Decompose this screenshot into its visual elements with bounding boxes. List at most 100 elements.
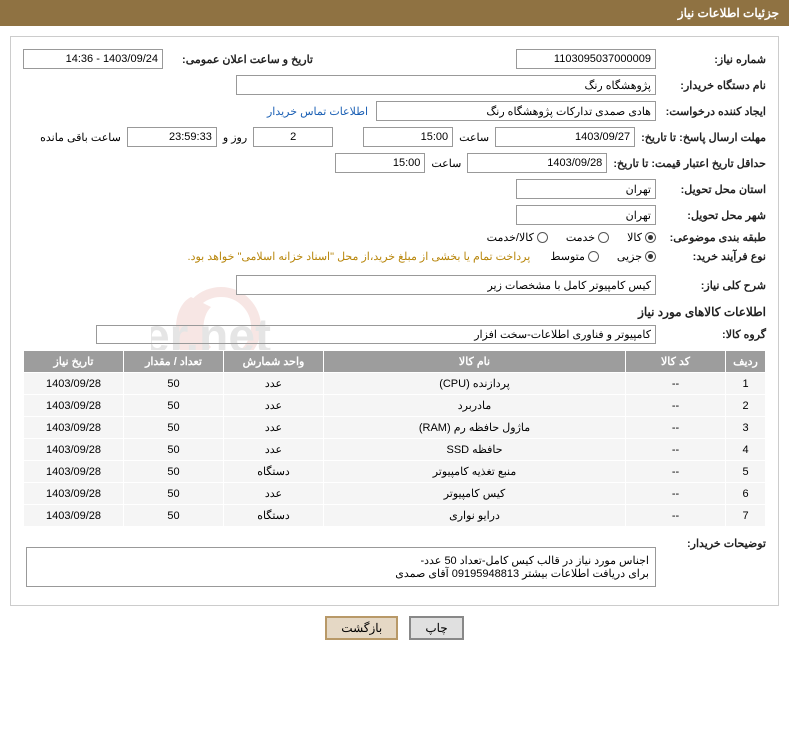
cell-date: 1403/09/28 — [24, 483, 124, 505]
cell-code: -- — [626, 373, 726, 395]
desc-line-1: اجناس مورد نیاز در قالب کیس کامل-تعداد 5… — [33, 554, 649, 567]
table-row: 2--مادربردعدد501403/09/28 — [24, 395, 766, 417]
cell-name: مادربرد — [324, 395, 626, 417]
radio-goods-service[interactable]: کالا/خدمت — [487, 231, 548, 244]
cell-date: 1403/09/28 — [24, 373, 124, 395]
remain-label: ساعت باقی مانده — [40, 131, 121, 144]
requester-field: هادی صمدی تدارکات پژوهشگاه رنگ — [376, 101, 656, 121]
radio-dot-icon — [588, 251, 599, 262]
validity-label: حداقل تاریخ اعتبار قیمت: تا تاریخ: — [607, 157, 766, 170]
time-label-2: ساعت — [431, 157, 461, 170]
cell-row: 7 — [726, 505, 766, 527]
cell-date: 1403/09/28 — [24, 439, 124, 461]
cell-qty: 50 — [124, 395, 224, 417]
print-button[interactable]: چاپ — [409, 616, 463, 640]
radio-service[interactable]: خدمت — [566, 231, 609, 244]
deadline-date-field: 1403/09/27 — [495, 127, 635, 147]
city-label: شهر محل تحویل: — [656, 209, 766, 222]
cell-name: حافظه SSD — [324, 439, 626, 461]
back-button[interactable]: بازگشت — [325, 616, 398, 640]
cell-qty: 50 — [124, 417, 224, 439]
contact-link[interactable]: اطلاعات تماس خریدار — [267, 105, 368, 118]
time-label-1: ساعت — [459, 131, 489, 144]
radio-dot-icon — [537, 232, 548, 243]
cell-name: منبع تغذیه کامپیوتر — [324, 461, 626, 483]
table-row: 3--ماژول حافظه رم (RAM)عدد501403/09/28 — [24, 417, 766, 439]
radio-goods[interactable]: کالا — [627, 231, 656, 244]
table-row: 6--کیس کامپیوترعدد501403/09/28 — [24, 483, 766, 505]
radio-partial[interactable]: جزیی — [617, 250, 656, 263]
table-row: 7--درایو نواریدستگاه501403/09/28 — [24, 505, 766, 527]
col-qty: تعداد / مقدار — [124, 351, 224, 373]
cell-name: درایو نواری — [324, 505, 626, 527]
cell-unit: عدد — [224, 395, 324, 417]
cell-name: پردازنده (CPU) — [324, 373, 626, 395]
announce-label: تاریخ و ساعت اعلان عمومی: — [163, 53, 313, 66]
cell-qty: 50 — [124, 461, 224, 483]
cell-row: 3 — [726, 417, 766, 439]
need-no-label: شماره نیاز: — [656, 53, 766, 66]
radio-dot-icon — [598, 232, 609, 243]
cell-unit: عدد — [224, 373, 324, 395]
days-field: 2 — [253, 127, 333, 147]
cell-row: 2 — [726, 395, 766, 417]
cell-code: -- — [626, 417, 726, 439]
col-row: ردیف — [726, 351, 766, 373]
desc-line-2: برای دریافت اطلاعات بیشتر 09195948813 آق… — [33, 567, 649, 580]
validity-time-field: 15:00 — [335, 153, 425, 173]
deadline-label: مهلت ارسال پاسخ: تا تاریخ: — [635, 131, 766, 144]
cell-qty: 50 — [124, 373, 224, 395]
cell-name: کیس کامپیوتر — [324, 483, 626, 505]
cell-row: 5 — [726, 461, 766, 483]
cell-date: 1403/09/28 — [24, 461, 124, 483]
page-header: جزئیات اطلاعات نیاز — [0, 0, 789, 26]
cell-unit: عدد — [224, 439, 324, 461]
province-label: استان محل تحویل: — [656, 183, 766, 196]
col-code: کد کالا — [626, 351, 726, 373]
cell-qty: 50 — [124, 505, 224, 527]
province-field: تهران — [516, 179, 656, 199]
cell-name: ماژول حافظه رم (RAM) — [324, 417, 626, 439]
cell-row: 1 — [726, 373, 766, 395]
table-row: 4--حافظه SSDعدد501403/09/28 — [24, 439, 766, 461]
category-radio-group: کالا خدمت کالا/خدمت — [487, 231, 656, 244]
cell-row: 6 — [726, 483, 766, 505]
cell-unit: عدد — [224, 483, 324, 505]
table-header-row: ردیف کد کالا نام کالا واحد شمارش تعداد /… — [24, 351, 766, 373]
requester-label: ایجاد کننده درخواست: — [656, 105, 766, 118]
category-label: طبقه بندی موضوعی: — [656, 231, 766, 244]
cell-date: 1403/09/28 — [24, 505, 124, 527]
table-row: 1--پردازنده (CPU)عدد501403/09/28 — [24, 373, 766, 395]
countdown-field: 23:59:33 — [127, 127, 217, 147]
validity-date-field: 1403/09/28 — [467, 153, 607, 173]
cell-qty: 50 — [124, 483, 224, 505]
cell-qty: 50 — [124, 439, 224, 461]
cell-row: 4 — [726, 439, 766, 461]
radio-dot-icon — [645, 251, 656, 262]
radio-dot-icon — [645, 232, 656, 243]
buyer-org-label: نام دستگاه خریدار: — [656, 79, 766, 92]
cell-code: -- — [626, 505, 726, 527]
cell-date: 1403/09/28 — [24, 395, 124, 417]
cell-code: -- — [626, 483, 726, 505]
table-row: 5--منبع تغذیه کامپیوتردستگاه501403/09/28 — [24, 461, 766, 483]
col-name: نام کالا — [324, 351, 626, 373]
buyer-org-field: پژوهشگاه رنگ — [236, 75, 656, 95]
summary-field: کیس کامپیوتر کامل با مشخصات زیر — [236, 275, 656, 295]
description-box: اجناس مورد نیاز در قالب کیس کامل-تعداد 5… — [26, 547, 656, 587]
cell-code: -- — [626, 395, 726, 417]
deadline-time-field: 15:00 — [363, 127, 453, 147]
days-label: روز و — [223, 131, 247, 144]
city-field: تهران — [516, 205, 656, 225]
announce-field: 1403/09/24 - 14:36 — [23, 49, 163, 69]
radio-medium[interactable]: متوسط — [550, 250, 599, 263]
group-field: کامپیوتر و فناوری اطلاعات-سخت افزار — [96, 325, 656, 344]
items-table: ردیف کد کالا نام کالا واحد شمارش تعداد /… — [23, 350, 766, 527]
need-no-field: 1103095037000009 — [516, 49, 656, 69]
process-radio-group: جزیی متوسط — [550, 250, 656, 263]
summary-label: شرح کلی نیاز: — [656, 279, 766, 292]
page-title: جزئیات اطلاعات نیاز — [678, 6, 779, 20]
goods-section-title: اطلاعات کالاهای مورد نیاز — [23, 305, 766, 319]
cell-unit: دستگاه — [224, 505, 324, 527]
cell-code: -- — [626, 461, 726, 483]
